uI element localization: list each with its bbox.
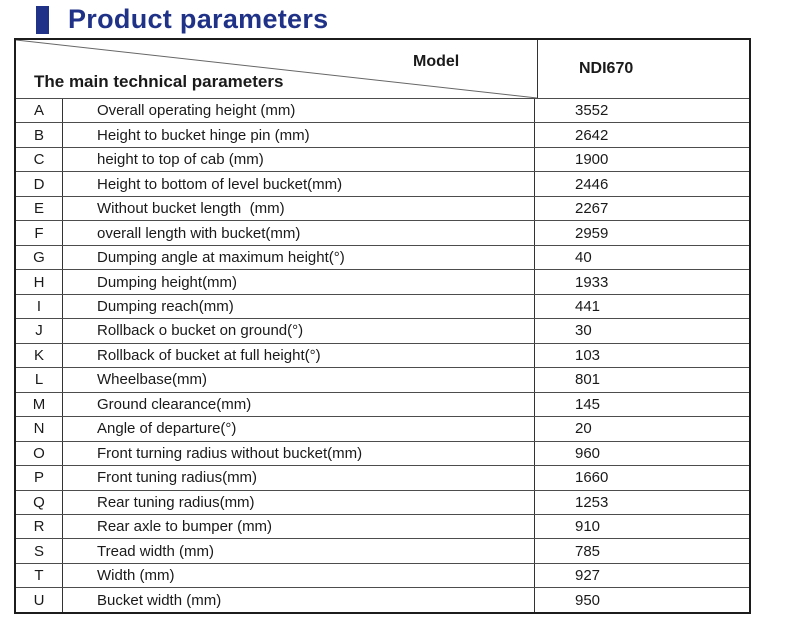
table-row: L Wheelbase(mm) 801 <box>16 368 749 393</box>
table-row: H Dumping height(mm) 1933 <box>16 270 749 295</box>
row-key: P <box>16 466 63 490</box>
diagonal-divider-line <box>16 40 537 98</box>
page-title: Product parameters <box>68 4 329 34</box>
table-row: I Dumping reach(mm) 441 <box>16 294 749 320</box>
row-value: 1933 <box>575 273 609 291</box>
table-row: J Rollback o bucket on ground(°) 30 <box>16 319 749 344</box>
row-value: 3552 <box>575 102 609 120</box>
row-value: 960 <box>575 444 601 462</box>
row-value: 950 <box>575 591 601 609</box>
row-key: A <box>16 99 63 123</box>
row-parameter: Dumping height(mm) <box>63 270 535 294</box>
row-parameter: Rear tuning radius(mm) <box>63 490 535 514</box>
table-row: S Tread width (mm) 785 <box>16 539 749 564</box>
row-key: U <box>16 588 63 612</box>
row-parameter: Without bucket length (mm) <box>63 196 535 221</box>
row-parameter: Tread width (mm) <box>63 539 535 563</box>
row-value: 2446 <box>575 175 609 193</box>
row-parameter: Rollback of bucket at full height(°) <box>63 343 535 368</box>
table-row: F overall length with bucket(mm) 2959 <box>16 221 749 246</box>
row-value: 2642 <box>575 126 609 144</box>
table-row: Q Rear tuning radius(mm) 1253 <box>16 490 749 515</box>
table-row: M Ground clearance(mm) 145 <box>16 392 749 418</box>
row-key: B <box>16 123 63 147</box>
row-value: 20 <box>575 420 592 438</box>
row-value: 103 <box>575 346 601 364</box>
row-parameter: Width (mm) <box>63 563 535 588</box>
row-value: 1660 <box>575 469 609 487</box>
table-row: T Width (mm) 927 <box>16 563 749 589</box>
row-key: J <box>16 319 63 343</box>
row-key: R <box>16 514 63 539</box>
header-model-label: Model <box>413 53 460 70</box>
table-row: O Front turning radius without bucket(mm… <box>16 441 749 467</box>
table-row: U Bucket width (mm) 950 <box>16 588 749 612</box>
row-parameter: Overall operating height (mm) <box>63 99 535 123</box>
row-parameter: Front tuning radius(mm) <box>63 466 535 490</box>
row-key: O <box>16 441 63 466</box>
row-value: 2267 <box>575 200 609 218</box>
row-parameter: Dumping angle at maximum height(°) <box>63 245 535 270</box>
row-value: 801 <box>575 371 601 389</box>
row-key: L <box>16 368 63 392</box>
row-value: 927 <box>575 567 601 585</box>
row-value: 441 <box>575 297 601 315</box>
table-row: N Angle of departure(°) 20 <box>16 417 749 442</box>
row-key: F <box>16 221 63 245</box>
row-parameter: Angle of departure(°) <box>63 417 535 441</box>
row-value: 30 <box>575 322 592 340</box>
table-row: R Rear axle to bumper (mm) 910 <box>16 514 749 540</box>
header-model-name: NDI670 <box>537 40 749 98</box>
table-row: C height to top of cab (mm) 1900 <box>16 147 749 173</box>
table-row: K Rollback of bucket at full height(°) 1… <box>16 343 749 369</box>
row-key: H <box>16 270 63 294</box>
row-parameter: Height to bottom of level bucket(mm) <box>63 172 535 196</box>
table-header-row: Model The main technical parameters NDI6… <box>16 40 749 99</box>
row-key: G <box>16 245 63 270</box>
table-row: G Dumping angle at maximum height(°) 40 <box>16 245 749 271</box>
header-parameters-label: The main technical parameters <box>34 72 284 91</box>
row-parameter: overall length with bucket(mm) <box>63 221 535 245</box>
title-accent-bar-icon <box>36 5 49 34</box>
row-parameter: Rear axle to bumper (mm) <box>63 514 535 539</box>
row-parameter: Dumping reach(mm) <box>63 294 535 319</box>
row-key: C <box>16 147 63 172</box>
table-row: D Height to bottom of level bucket(mm) 2… <box>16 172 749 197</box>
parameters-table: Model The main technical parameters NDI6… <box>14 38 751 614</box>
row-value: 1900 <box>575 151 609 169</box>
row-parameter: height to top of cab (mm) <box>63 147 535 172</box>
row-parameter: Bucket width (mm) <box>63 588 535 612</box>
row-key: I <box>16 294 63 319</box>
table-row: E Without bucket length (mm) 2267 <box>16 196 749 222</box>
row-parameter: Height to bucket hinge pin (mm) <box>63 123 535 147</box>
row-value: 40 <box>575 249 592 267</box>
table-row: B Height to bucket hinge pin (mm) 2642 <box>16 123 749 148</box>
row-parameter: Ground clearance(mm) <box>63 392 535 417</box>
row-key: E <box>16 196 63 221</box>
row-key: D <box>16 172 63 196</box>
table-row: P Front tuning radius(mm) 1660 <box>16 466 749 491</box>
table-row: A Overall operating height (mm) 3552 <box>16 99 749 124</box>
row-key: N <box>16 417 63 441</box>
row-value: 910 <box>575 518 601 536</box>
row-parameter: Wheelbase(mm) <box>63 368 535 392</box>
row-parameter: Rollback o bucket on ground(°) <box>63 319 535 343</box>
diagonal-header-cell: Model The main technical parameters <box>16 40 537 98</box>
row-value: 2959 <box>575 224 609 242</box>
row-value: 1253 <box>575 493 609 511</box>
row-key: Q <box>16 490 63 514</box>
row-key: S <box>16 539 63 563</box>
row-key: K <box>16 343 63 368</box>
row-key: T <box>16 563 63 588</box>
row-parameter: Front turning radius without bucket(mm) <box>63 441 535 466</box>
row-key: M <box>16 392 63 417</box>
row-value: 785 <box>575 542 601 560</box>
section-title: Product parameters <box>36 4 329 35</box>
row-value: 145 <box>575 395 601 413</box>
table-body: A Overall operating height (mm) 3552 B H… <box>16 99 749 612</box>
